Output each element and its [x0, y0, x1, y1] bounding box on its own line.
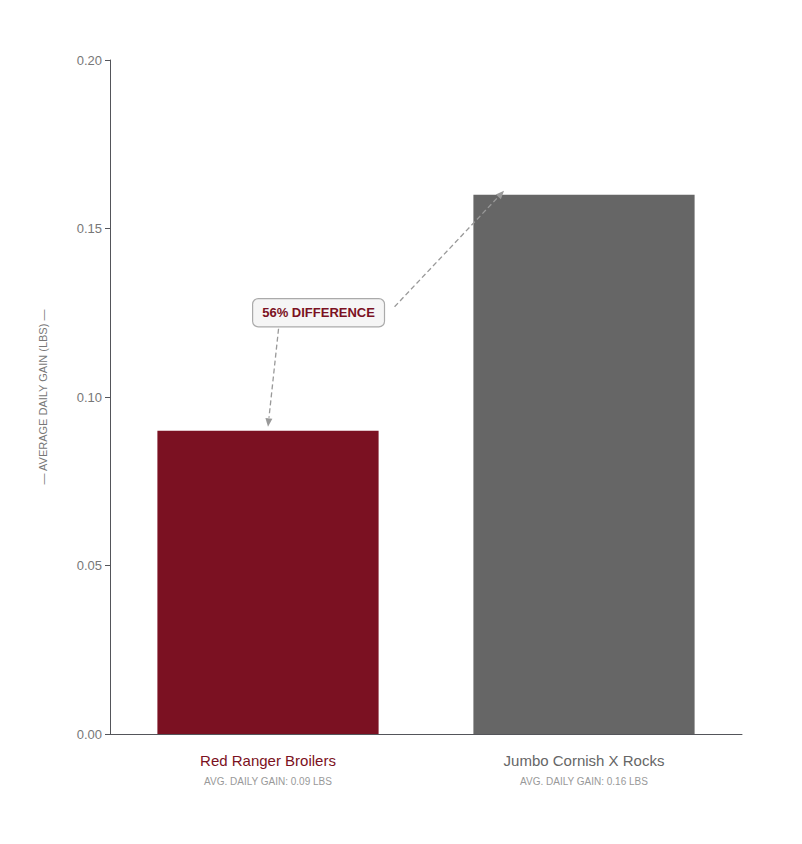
svg-text:Red Ranger Broilers: Red Ranger Broilers	[200, 752, 336, 769]
svg-text:0.00: 0.00	[77, 727, 102, 742]
svg-text:0.10: 0.10	[77, 390, 102, 405]
svg-text:Jumbo Cornish X Rocks: Jumbo Cornish X Rocks	[504, 752, 665, 769]
svg-text:0.05: 0.05	[77, 558, 102, 573]
svg-text:0.20: 0.20	[77, 53, 102, 68]
svg-text:0.15: 0.15	[77, 221, 102, 236]
svg-text:— AVERAGE DAILY GAIN (LBS) —: — AVERAGE DAILY GAIN (LBS) —	[37, 310, 49, 485]
svg-text:AVG. DAILY GAIN: 0.09 LBS: AVG. DAILY GAIN: 0.09 LBS	[204, 776, 332, 787]
svg-text:56% DIFFERENCE: 56% DIFFERENCE	[262, 305, 375, 320]
svg-text:AVG. DAILY GAIN: 0.16 LBS: AVG. DAILY GAIN: 0.16 LBS	[520, 776, 648, 787]
